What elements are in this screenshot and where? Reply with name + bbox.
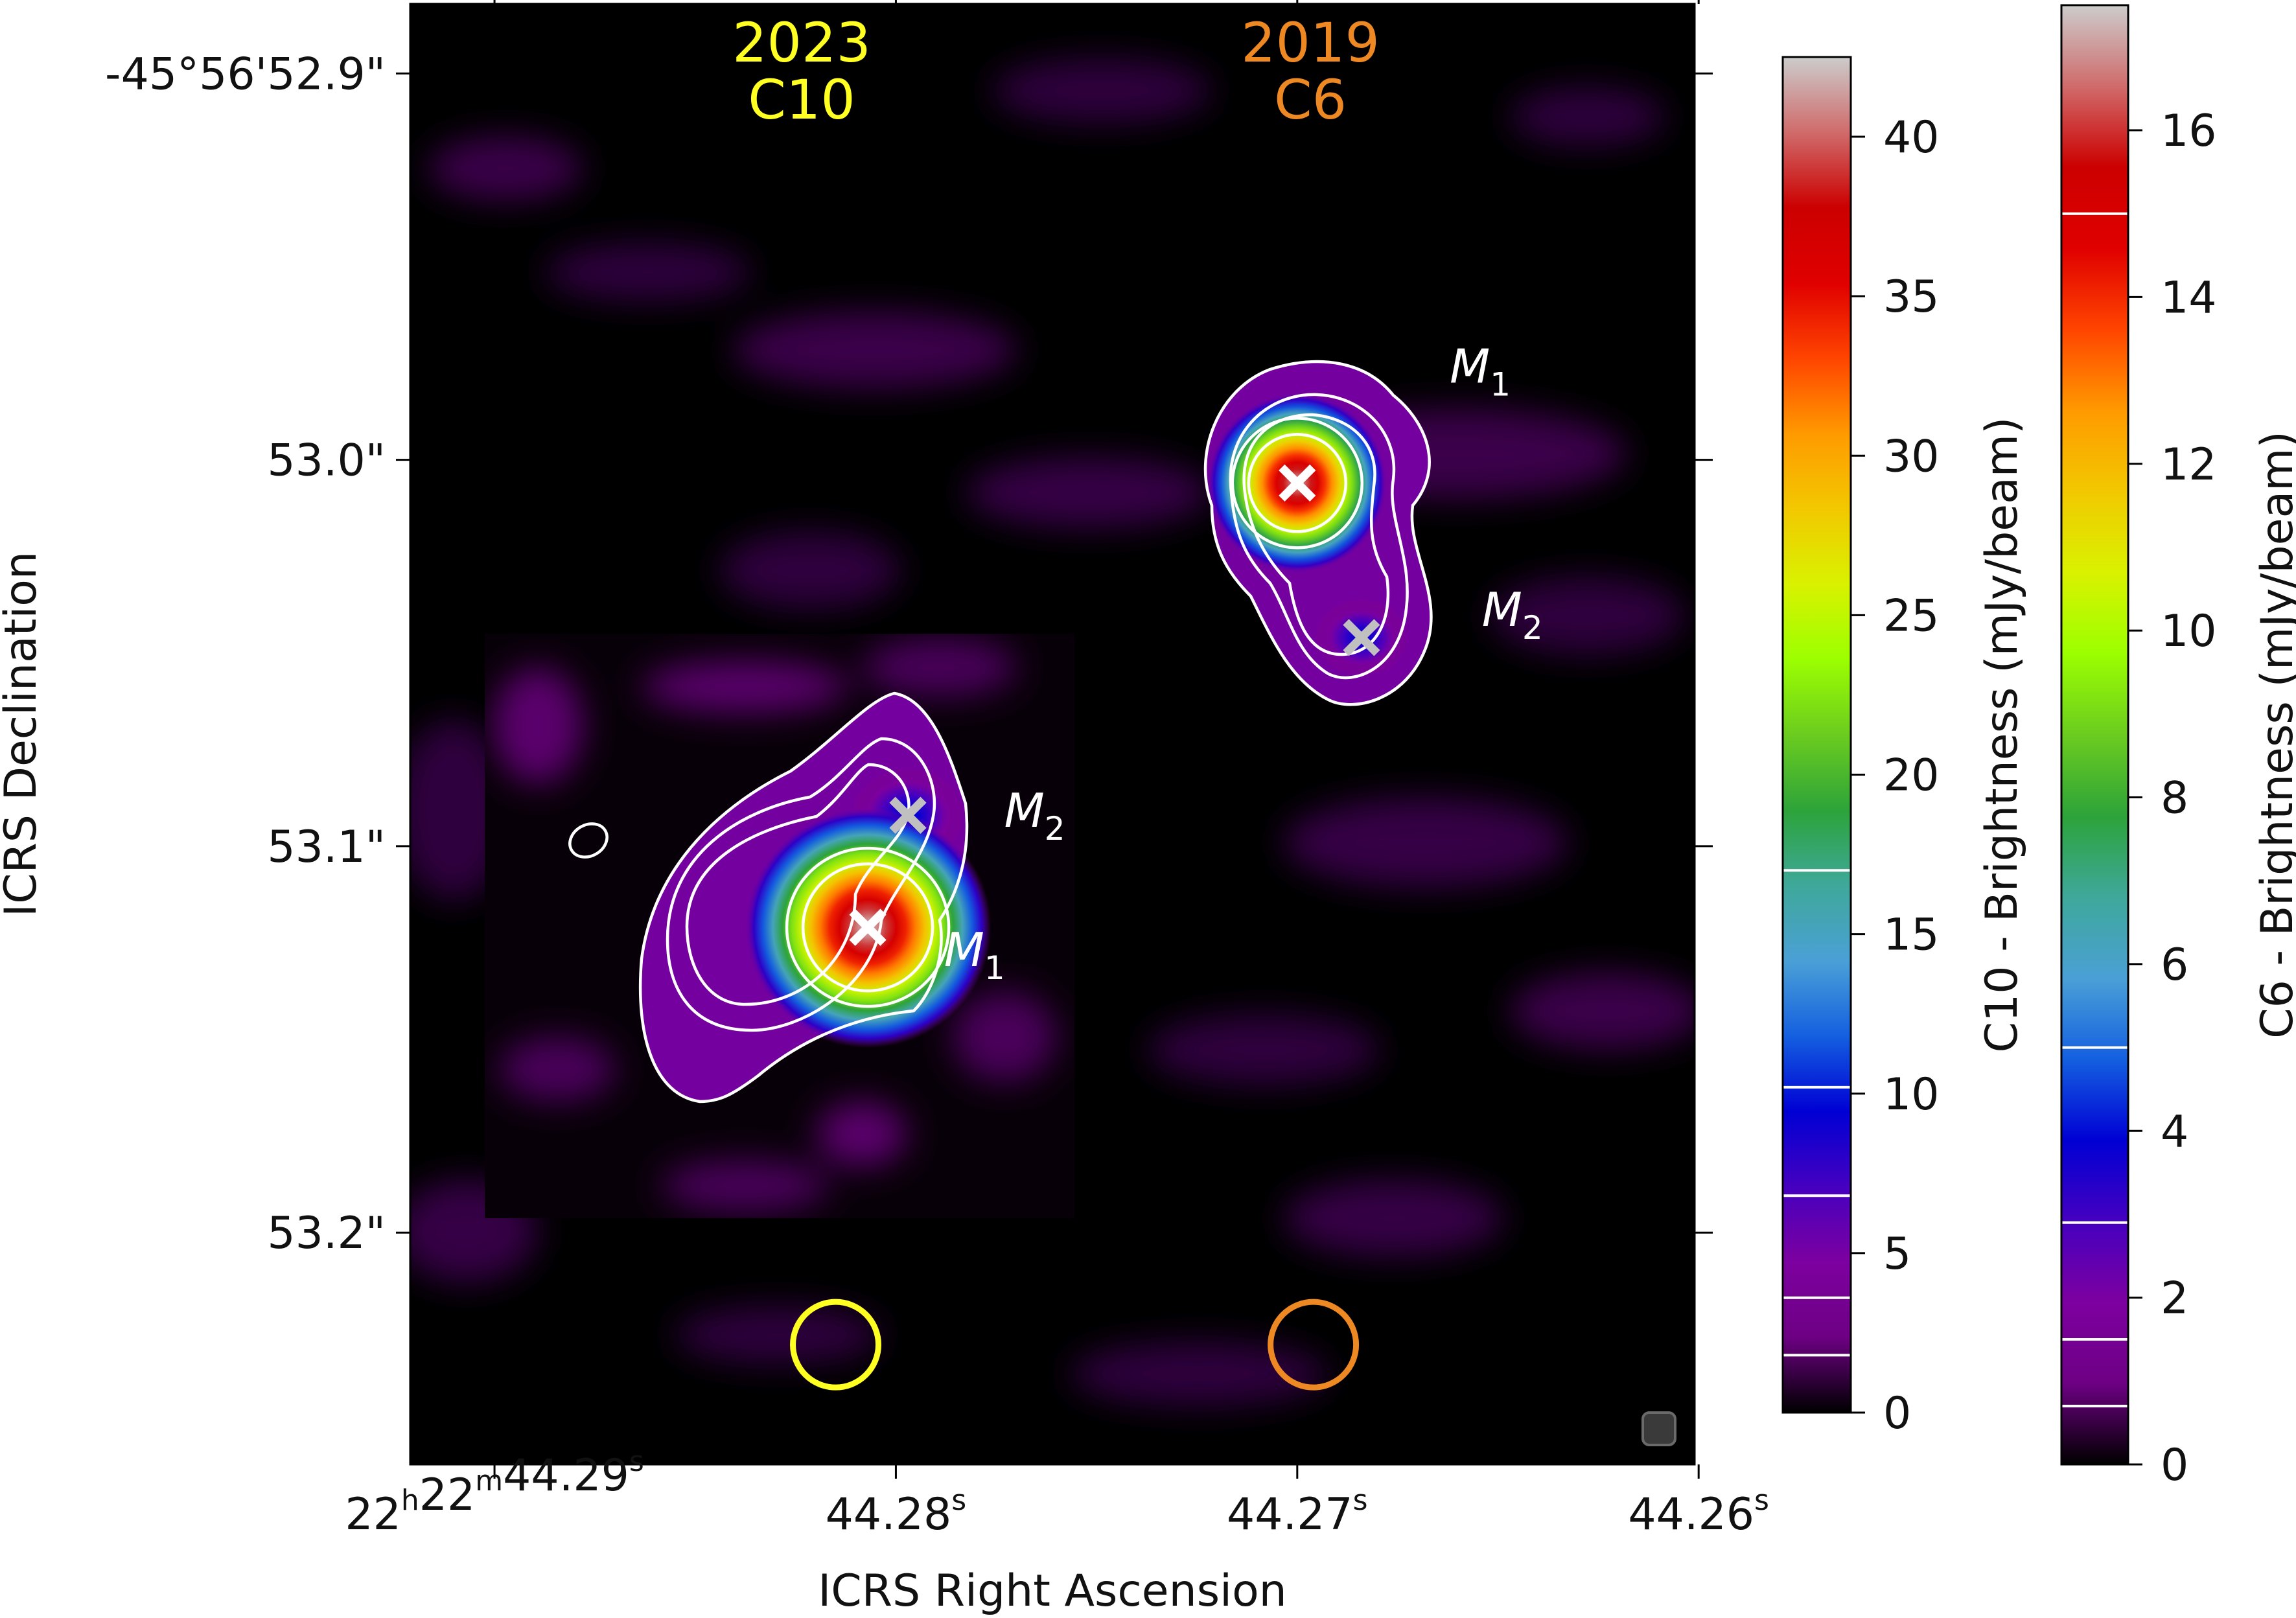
- marker-c10-m2: [889, 796, 927, 834]
- x-tick-label-0-sup-0: h: [401, 1484, 419, 1517]
- label-sub: 2: [1522, 609, 1543, 647]
- x-tick-label-3-part-0: 44.26: [1628, 1489, 1754, 1540]
- cb1-label: C10 - Brightness (mJy/beam): [1977, 417, 2028, 1052]
- cb2-tick-label-1: 2: [2161, 1273, 2188, 1324]
- epoch-year-0: 2023: [732, 11, 871, 75]
- y-tick-label-0: -45°56'52.9": [105, 49, 386, 100]
- label-sub: 2: [1045, 810, 1065, 848]
- c10-contour-2: [666, 737, 936, 1032]
- x-tick-label-0-sup-1: m: [475, 1464, 503, 1497]
- c6-contour-2: [1229, 393, 1409, 680]
- label-c10-m1: M1: [944, 923, 1005, 987]
- x-tick-label-0-part-2: 44.29: [503, 1450, 629, 1501]
- marker-c6-m1: [1279, 464, 1316, 502]
- marker-c6-m2: [1343, 619, 1380, 656]
- x-tick-label-1-part-0: 44.28: [826, 1489, 952, 1540]
- x-tick-label-0-sup-2: s: [629, 1445, 644, 1478]
- x-tick-label-3-sup-0: s: [1754, 1484, 1769, 1517]
- c6-emission: [1200, 360, 1433, 706]
- c10-contour-1: [638, 691, 969, 1104]
- cb1-bar: [1783, 57, 1851, 1413]
- epoch-year-1: 2019: [1241, 11, 1380, 75]
- cb1-tick-label-1: 5: [1883, 1229, 1911, 1280]
- cb2-frame: [2060, 4, 2129, 1466]
- cb2-label: C6 - Brightness (mJy/beam): [2252, 431, 2296, 1039]
- cb2-tick-label-4: 8: [2161, 773, 2188, 824]
- c6-contour-4: [1231, 417, 1364, 549]
- x-tick-label-1: 44.28s: [826, 1484, 967, 1540]
- beam-ellipses: [790, 1299, 1360, 1391]
- label-name: M: [1482, 583, 1522, 637]
- cb2-tick-label-2: 4: [2161, 1106, 2188, 1157]
- cb2-tick-label-8: 16: [2161, 106, 2217, 157]
- corner-button[interactable]: [1641, 1411, 1676, 1446]
- cb2-tick-label-6: 12: [2161, 439, 2217, 491]
- cb1-tick-label-3: 15: [1883, 910, 1940, 961]
- cb1-tick-label-2: 10: [1883, 1069, 1940, 1120]
- y-tick-label-2: 53.1": [267, 822, 386, 873]
- source-markers: [849, 464, 1380, 946]
- label-c6-m1: M1: [1450, 339, 1511, 403]
- y-axis: -45°56'52.9" 53.0" 53.1" 53.2": [105, 49, 1713, 1259]
- cb2-tick-label-5: 10: [2161, 606, 2217, 657]
- x-axis-label: ICRS Right Ascension: [818, 1566, 1287, 1617]
- cb1-tick-label-7: 35: [1883, 272, 1940, 323]
- marker-c10-m1: [849, 908, 887, 946]
- colorbar-c10: 0 5 10 15 20 25 30 35 40 C10 - Brightness (mJy/be…: [1781, 56, 2028, 1439]
- x-tick-label-0: 22h22m44.29s: [345, 1445, 644, 1540]
- beam-c10: [790, 1299, 882, 1391]
- c10-contour-5: [801, 862, 934, 993]
- epoch-config-1: C6: [1274, 68, 1347, 132]
- cb1-frame: [1781, 56, 1852, 1414]
- x-tick-label-0-part-0: 22: [345, 1489, 401, 1540]
- c6-contour-1: [1203, 360, 1433, 706]
- x-tick-label-2: 44.27s: [1227, 1484, 1368, 1540]
- cb2-bar: [2061, 5, 2128, 1464]
- x-tick-label-2-sup-0: s: [1353, 1484, 1368, 1517]
- plot-frame: [409, 3, 1696, 1466]
- x-tick-label-2-part-0: 44.27: [1227, 1489, 1353, 1540]
- label-name: M: [1004, 783, 1045, 838]
- label-name: M: [1450, 339, 1490, 393]
- c10-contour-4: [785, 846, 951, 1008]
- beam-c6: [1268, 1299, 1360, 1391]
- cb2-tick-label-0: 0: [2161, 1440, 2188, 1491]
- label-sub: 1: [984, 949, 1005, 987]
- y-tick-label-3: 53.2": [267, 1208, 386, 1259]
- y-tick-label-1: 53.0": [267, 435, 386, 487]
- c6-contours: [1203, 360, 1433, 706]
- label-c10-m2: M2: [1004, 783, 1065, 848]
- colorbar-c6: 0 2 4 6 8 10 12 14 16 C6 - Brightness (mJy/beam): [2060, 4, 2296, 1491]
- label-name: M: [944, 923, 984, 977]
- label-c6-m2: M2: [1482, 583, 1543, 647]
- x-tick-label-1-sup-0: s: [951, 1484, 966, 1517]
- cb1-tick-label-6: 30: [1883, 431, 1940, 482]
- cb1-tick-label-0: 0: [1883, 1388, 1911, 1439]
- cb1-tick-label-4: 20: [1883, 750, 1940, 802]
- y-axis-label: ICRS Declination: [0, 551, 47, 917]
- x-tick-label-3: 44.26s: [1628, 1484, 1769, 1540]
- epoch-config-0: C10: [748, 68, 855, 132]
- cb2-tick-label-7: 14: [2161, 272, 2217, 323]
- cb1-tick-label-5: 25: [1883, 590, 1940, 641]
- c10-contours: [568, 691, 969, 1104]
- c10-island-contour: [568, 822, 609, 859]
- cb2-tick-label-3: 6: [2161, 940, 2188, 991]
- c6-contour-5: [1247, 433, 1348, 533]
- label-sub: 1: [1490, 365, 1511, 403]
- x-tick-label-0-part-1: 22: [419, 1470, 476, 1521]
- cb1-tick-label-8: 40: [1883, 112, 1940, 163]
- c6-contour-3: [1242, 413, 1390, 656]
